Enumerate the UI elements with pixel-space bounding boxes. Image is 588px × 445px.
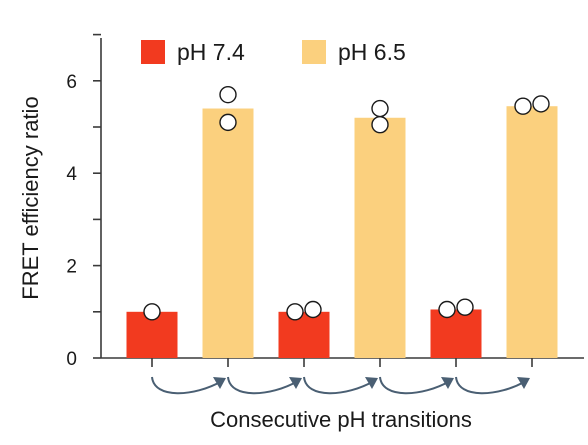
arrowhead (289, 377, 302, 389)
y-tick-label: 2 (66, 257, 77, 278)
legend-swatch-ph-6-5 (302, 40, 326, 64)
bar (278, 311, 330, 358)
data-point (219, 85, 237, 104)
y-tick-label: 0 (66, 349, 77, 370)
data-point (143, 303, 161, 321)
y-tick-label: 6 (66, 72, 77, 93)
bar (506, 106, 558, 359)
y-tick-label: 4 (66, 164, 77, 185)
transition-arrow (303, 376, 375, 395)
transition-arrows (151, 376, 530, 395)
data-point (304, 300, 322, 319)
legend-swatch-ph-7-4 (141, 40, 165, 64)
bar (354, 117, 406, 358)
arrowhead (213, 377, 226, 389)
y-axis-title: FRET efficiency ratio (18, 96, 43, 299)
data-points (143, 85, 550, 321)
data-point (371, 99, 389, 118)
bar (430, 309, 482, 358)
data-point (532, 95, 550, 113)
legend-label-ph-6-5: pH 6.5 (338, 39, 406, 65)
x-axis-title: Consecutive pH transitions (210, 407, 472, 432)
legend-label-ph-7-4: pH 7.4 (177, 39, 245, 65)
bars (126, 106, 558, 359)
transition-arrow (455, 376, 527, 395)
data-point (438, 300, 456, 319)
arrowhead (517, 377, 530, 389)
legend: pH 7.4 pH 6.5 (141, 39, 406, 65)
axes: 0 2 4 6 (66, 33, 584, 370)
data-point (219, 113, 237, 132)
arrowhead (441, 377, 454, 389)
data-point (371, 115, 389, 134)
transition-arrow (379, 376, 451, 395)
bar (202, 108, 254, 359)
arrowhead (365, 377, 378, 389)
data-point (456, 298, 474, 316)
transition-arrow (227, 376, 299, 395)
data-point (514, 97, 532, 115)
data-point (286, 303, 304, 321)
transition-arrow (151, 376, 223, 395)
